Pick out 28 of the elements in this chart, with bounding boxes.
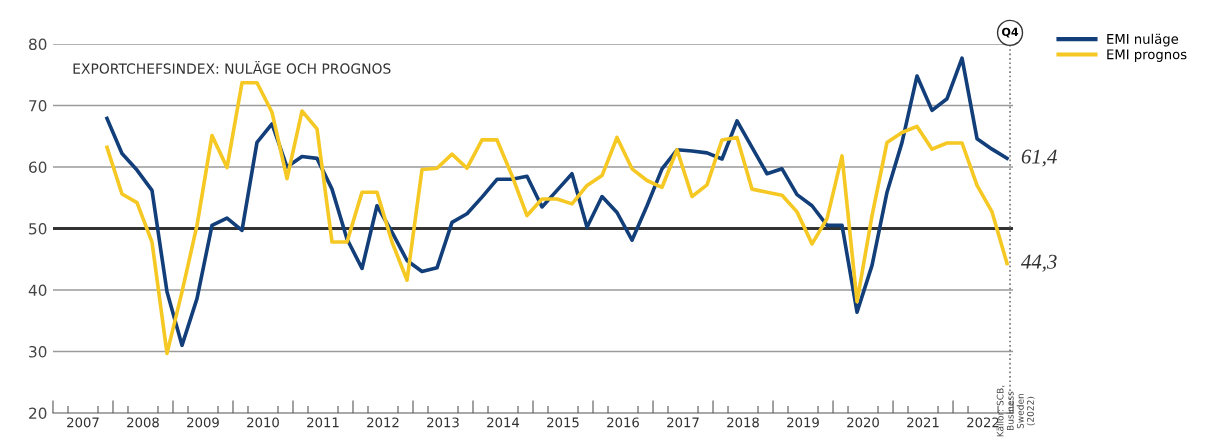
- x-tick-label: 2018: [727, 417, 759, 428]
- x-tick-label: 2015: [547, 417, 579, 428]
- x-tick-label: 2009: [187, 417, 219, 428]
- x-tick-label: 2019: [787, 417, 819, 428]
- text: EXPORTCHEFSINDEX: NULÄGE OCH PROGNOS: [73, 60, 391, 74]
- y-tick-label: 20: [29, 407, 47, 420]
- x-tick-label: 2013: [427, 417, 459, 428]
- y-tick-label: 50: [29, 222, 47, 235]
- x-tick-label: 2021: [907, 417, 939, 428]
- legend-label: EMI prognos: [1107, 49, 1187, 62]
- x-tick-label: 2012: [367, 417, 399, 428]
- x-tick-label: 2014: [487, 417, 520, 428]
- y-tick-label: 40: [28, 284, 47, 297]
- data-label: 44,3: [1020, 254, 1057, 272]
- y-tick-label: 70: [29, 99, 47, 112]
- x-tick-label: 2007: [67, 417, 99, 428]
- legend-label: EMI nuläge: [1107, 33, 1179, 47]
- x-tick-label: 2010: [247, 417, 279, 428]
- y-tick-label: 60: [29, 161, 47, 174]
- x-tick-label: 2008: [127, 417, 159, 428]
- y-tick-label: 80: [29, 38, 47, 50]
- x-tick-label: 2020: [847, 417, 879, 428]
- x-tick-label: 2011: [307, 417, 339, 428]
- x-tick-label: 2016: [607, 417, 639, 428]
- data-label: 61,4: [1021, 149, 1057, 167]
- y-tick-label: 30: [29, 345, 47, 358]
- x-tick-label: 2017: [667, 417, 699, 428]
- ref-line-label: Q4: [1002, 27, 1019, 38]
